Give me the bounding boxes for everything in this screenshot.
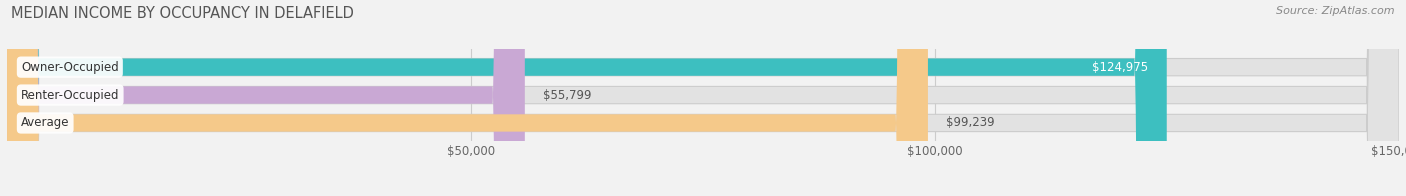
- FancyBboxPatch shape: [7, 0, 1167, 196]
- Text: $124,975: $124,975: [1092, 61, 1149, 74]
- Text: Average: Average: [21, 116, 69, 130]
- Text: MEDIAN INCOME BY OCCUPANCY IN DELAFIELD: MEDIAN INCOME BY OCCUPANCY IN DELAFIELD: [11, 6, 354, 21]
- FancyBboxPatch shape: [7, 0, 1399, 196]
- FancyBboxPatch shape: [7, 0, 1399, 196]
- Text: $55,799: $55,799: [543, 89, 592, 102]
- Text: Owner-Occupied: Owner-Occupied: [21, 61, 118, 74]
- FancyBboxPatch shape: [7, 0, 928, 196]
- Text: Renter-Occupied: Renter-Occupied: [21, 89, 120, 102]
- FancyBboxPatch shape: [7, 0, 524, 196]
- Text: Source: ZipAtlas.com: Source: ZipAtlas.com: [1277, 6, 1395, 16]
- Text: $99,239: $99,239: [946, 116, 995, 130]
- FancyBboxPatch shape: [7, 0, 1399, 196]
